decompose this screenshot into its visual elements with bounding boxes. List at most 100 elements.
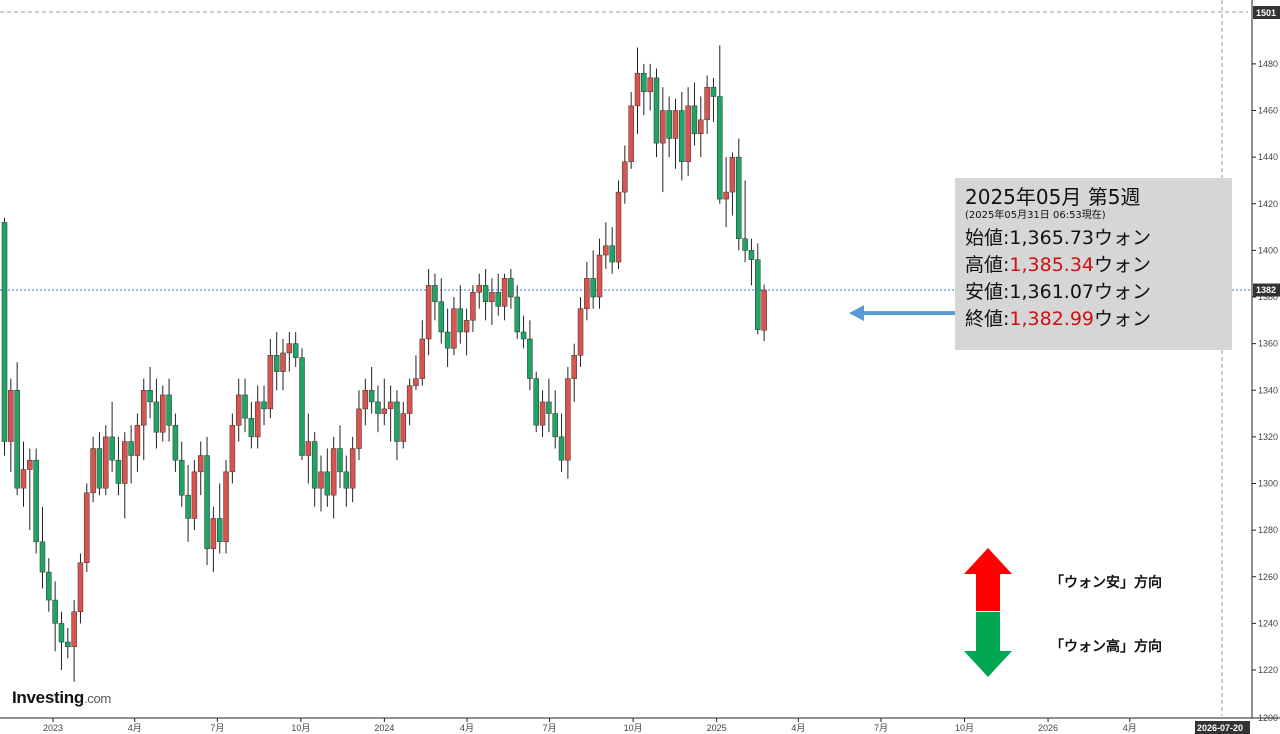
candle: [166, 378, 172, 442]
candle: [590, 250, 596, 309]
candle: [406, 378, 413, 426]
candle-body: [197, 455, 204, 473]
candle: [413, 355, 419, 391]
candle: [400, 401, 407, 449]
candle-body: [122, 441, 128, 484]
candle: [299, 348, 305, 461]
wonstrong-down-arrow: [964, 612, 1012, 677]
close-value: 1,382.99: [1009, 308, 1095, 330]
candle-body: [115, 459, 122, 484]
candle: [362, 378, 369, 426]
candle-body: [160, 394, 166, 433]
candle-body: [546, 401, 552, 414]
candle: [235, 378, 242, 442]
candle-body: [349, 448, 356, 489]
candle-body: [324, 471, 331, 496]
candle-body: [736, 156, 742, 239]
candle-body: [666, 110, 672, 139]
candle: [558, 413, 565, 472]
candle-body: [375, 401, 381, 414]
candle-body: [280, 352, 286, 372]
candle-body: [406, 385, 413, 414]
wonweak-up-arrow: [964, 548, 1012, 611]
candle-body: [400, 413, 407, 442]
candle: [394, 390, 400, 461]
candle-body: [103, 436, 109, 489]
candle-body: [476, 285, 482, 293]
candle-body: [311, 441, 318, 489]
candle-body: [387, 401, 394, 410]
y-tick-label: 1480: [1258, 59, 1278, 69]
candle: [147, 366, 153, 419]
candle: [710, 77, 717, 123]
candle-body: [717, 96, 723, 200]
candle: [514, 285, 520, 339]
candle-body: [248, 417, 255, 438]
candle: [122, 432, 128, 519]
candle-body: [679, 110, 685, 163]
candle: [457, 285, 464, 344]
candle: [141, 378, 147, 461]
candle-body: [229, 424, 236, 473]
candle-body: [558, 436, 565, 461]
investing-logo[interactable]: Investing.com: [12, 688, 111, 708]
candle: [84, 483, 90, 573]
candle-body: [330, 448, 337, 496]
candle-body: [128, 441, 134, 456]
won-weak-label: 「ウォン安」方向: [1050, 575, 1162, 591]
logo-suffix: .com: [83, 691, 111, 706]
candle-body: [710, 86, 717, 97]
candle: [482, 269, 489, 321]
candle: [305, 413, 312, 484]
candle: [546, 378, 552, 433]
close-unit: ウォン: [1094, 308, 1152, 330]
candle-body: [337, 448, 343, 473]
candle: [33, 448, 39, 554]
candle: [292, 331, 299, 367]
candle: [755, 243, 761, 335]
candle-body: [223, 471, 229, 543]
candle: [280, 338, 286, 391]
candle: [444, 308, 451, 367]
candle-body: [590, 278, 596, 298]
open-row: 始値:1,365.73ウォン: [965, 225, 1222, 252]
candle-body: [216, 518, 223, 543]
candle-body: [520, 331, 527, 340]
candle-body: [647, 77, 653, 93]
x-tick-label: 2024: [374, 723, 394, 733]
y-tick-label: 1320: [1258, 432, 1278, 442]
candle-body: [444, 331, 451, 349]
y-tick-label: 1360: [1258, 339, 1278, 349]
candle: [134, 413, 141, 472]
candle-body: [653, 77, 660, 144]
candle-body: [419, 338, 426, 379]
candle-body: [46, 571, 52, 601]
candle: [495, 273, 501, 316]
candle: [660, 87, 666, 193]
candle: [628, 91, 634, 169]
x-tick-label: 7月: [210, 723, 224, 733]
candle: [27, 448, 33, 531]
current-value-label: 1382: [1256, 285, 1276, 295]
candle: [463, 308, 470, 356]
candle: [286, 331, 293, 372]
candle: [381, 378, 388, 426]
candle-body: [660, 110, 666, 144]
candle-body: [457, 308, 464, 333]
bottom-value-label: 1200: [1258, 713, 1278, 723]
candle: [533, 371, 539, 433]
candle: [565, 366, 571, 479]
current-value-badge: [1253, 283, 1280, 297]
x-tick-label: 2026: [1038, 723, 1058, 733]
candle: [527, 320, 533, 391]
candle-body: [501, 278, 508, 307]
candle: [622, 145, 628, 204]
candle: [603, 222, 609, 270]
candle: [723, 157, 729, 228]
candle-body: [438, 301, 445, 333]
weekly-info-box: 2025年05月 第5週 (2025年05月31日 06:53現在) 始値:1,…: [955, 178, 1232, 350]
x-tick-label: 10月: [291, 723, 310, 733]
x-tick-label: 4月: [460, 723, 474, 733]
candle: [8, 378, 14, 472]
